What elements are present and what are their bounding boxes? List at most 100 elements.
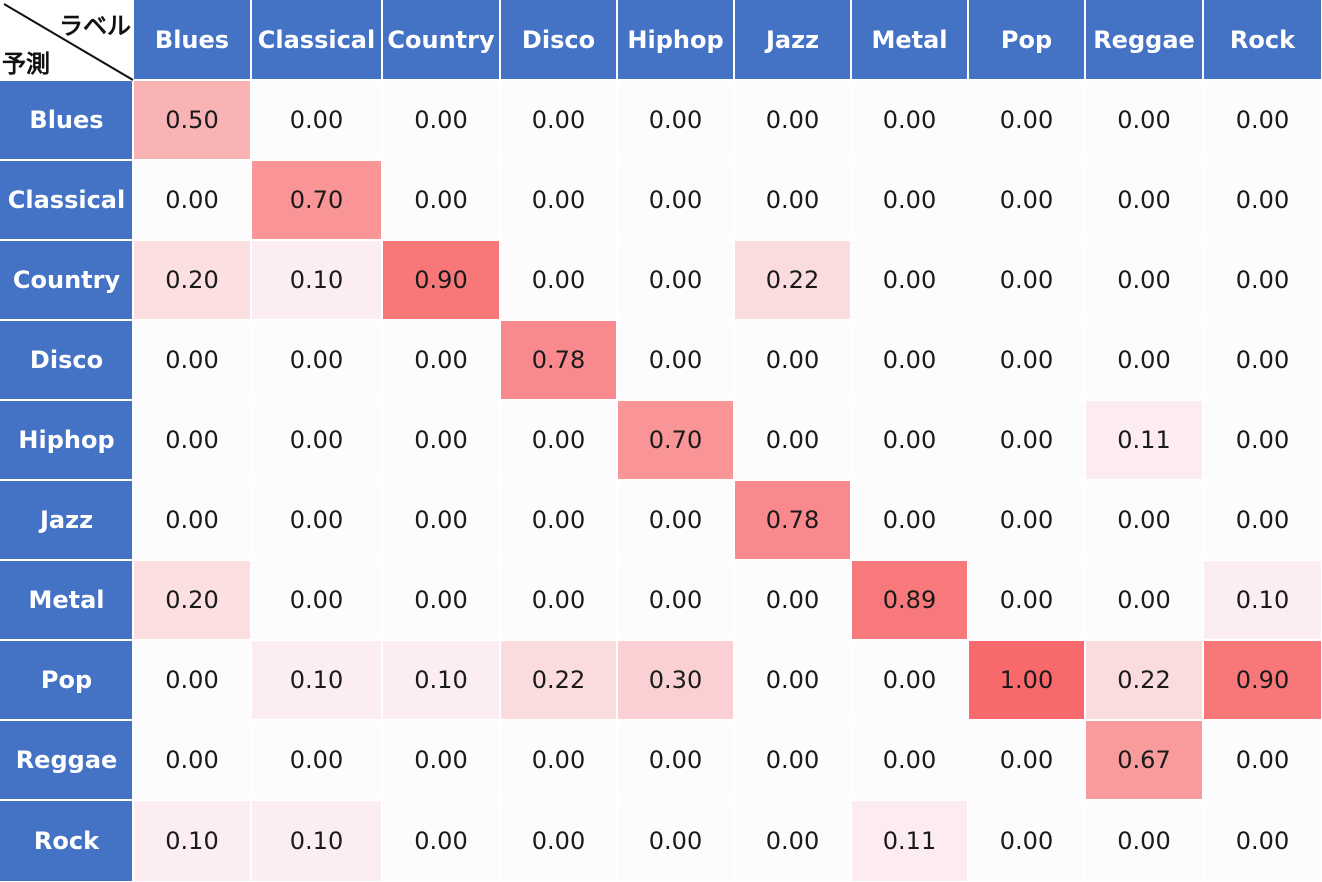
matrix-cell-classical-country: 0.00	[383, 161, 499, 239]
cell-color	[1204, 81, 1321, 159]
matrix-cell-disco-country: 0.00	[383, 321, 499, 399]
column-header-background	[618, 0, 733, 79]
cell-value-label: 0.00	[649, 346, 702, 374]
cell-value-label: 0.00	[649, 506, 702, 534]
row-headers: Blues Classical Country Disco Hiphop Jazz Meta…	[0, 81, 132, 881]
cell-color	[383, 721, 499, 799]
cell-value-label: 0.00	[883, 426, 936, 454]
row-axis-label: 予測	[2, 50, 50, 78]
cell-value-label: 0.00	[532, 827, 585, 855]
matrix-cell-jazz-rock: 0.00	[1204, 481, 1321, 559]
matrix-cell-blues-rock: 0.00	[1204, 81, 1321, 159]
cell-color	[134, 561, 250, 639]
cell-value-label: 0.00	[290, 746, 343, 774]
matrix-cell-metal-disco: 0.00	[501, 561, 616, 639]
cell-color	[618, 321, 733, 399]
cell-value-label: 0.11	[883, 827, 936, 855]
row-header-jazz: Jazz	[0, 481, 132, 559]
cell-color	[1204, 321, 1321, 399]
cell-value-label: 0.00	[290, 506, 343, 534]
matrix-cell-hiphop-country: 0.00	[383, 401, 499, 479]
cell-color	[852, 161, 967, 239]
cell-value-label: 0.10	[290, 827, 343, 855]
column-header-background	[969, 0, 1084, 79]
matrix-cell-classical-metal: 0.00	[852, 161, 967, 239]
cell-color	[134, 481, 250, 559]
matrix-cell-pop-pop: 1.00	[969, 641, 1084, 719]
matrix-cell-reggae-disco: 0.00	[501, 721, 616, 799]
cell-color	[852, 81, 967, 159]
cell-color	[969, 161, 1084, 239]
cell-value-label: 0.00	[532, 586, 585, 614]
cell-color	[852, 801, 967, 881]
matrix-cell-reggae-blues: 0.00	[134, 721, 250, 799]
row-header-disco: Disco	[0, 321, 132, 399]
cell-color	[735, 81, 850, 159]
matrix-cell-country-reggae: 0.00	[1086, 241, 1202, 319]
corner-cell: ラベル 予測	[0, 0, 134, 81]
cell-color	[134, 641, 250, 719]
matrix-cell-classical-blues: 0.00	[134, 161, 250, 239]
cell-color	[1204, 641, 1321, 719]
cell-value-label: 0.00	[414, 346, 467, 374]
row-header-background	[0, 641, 132, 719]
matrix-cell-disco-pop: 0.00	[969, 321, 1084, 399]
cell-color	[852, 321, 967, 399]
cell-color	[501, 561, 616, 639]
matrix-cell-classical-disco: 0.00	[501, 161, 616, 239]
matrix-cell-country-hiphop: 0.00	[618, 241, 733, 319]
cell-value-label: 0.00	[649, 827, 702, 855]
matrix-cell-reggae-classical: 0.00	[252, 721, 381, 799]
cell-value-label: 0.22	[1117, 666, 1170, 694]
matrix-cell-pop-rock: 0.90	[1204, 641, 1321, 719]
matrix-cell-rock-country: 0.00	[383, 801, 499, 881]
cell-color	[1086, 401, 1202, 479]
matrix-cell-hiphop-metal: 0.00	[852, 401, 967, 479]
cell-color	[735, 721, 850, 799]
matrix-cell-hiphop-reggae: 0.11	[1086, 401, 1202, 479]
cell-color	[383, 81, 499, 159]
matrix-cell-rock-metal: 0.11	[852, 801, 967, 881]
cell-color	[252, 321, 381, 399]
cell-color	[1204, 721, 1321, 799]
column-headers: Blues Classical Country Disco Hiphop Jazz Meta…	[134, 0, 1321, 79]
matrix-cell-classical-hiphop: 0.00	[618, 161, 733, 239]
cell-value-label: 0.00	[1000, 586, 1053, 614]
cell-value-label: 0.00	[1236, 186, 1289, 214]
row-header-label: Disco	[30, 346, 103, 374]
cell-color	[134, 801, 250, 881]
matrix-cell-jazz-reggae: 0.00	[1086, 481, 1202, 559]
matrix-cell-disco-reggae: 0.00	[1086, 321, 1202, 399]
column-header-rock: Rock	[1204, 0, 1321, 79]
cell-value-label: 0.00	[165, 666, 218, 694]
cell-value-label: 0.00	[766, 746, 819, 774]
cell-color	[735, 641, 850, 719]
cell-value-label: 0.00	[1117, 266, 1170, 294]
column-header-label: Jazz	[764, 26, 819, 54]
column-header-classical: Classical	[252, 0, 381, 79]
cell-value-label: 0.78	[766, 506, 819, 534]
column-axis-label: ラベル	[59, 12, 131, 40]
matrix-cell-reggae-pop: 0.00	[969, 721, 1084, 799]
cell-value-label: 0.22	[532, 666, 585, 694]
cell-value-label: 0.00	[532, 746, 585, 774]
cell-value-label: 0.00	[766, 106, 819, 134]
cell-value-label: 0.00	[414, 506, 467, 534]
cell-color	[252, 801, 381, 881]
cell-value-label: 1.00	[1000, 666, 1053, 694]
matrix-cell-rock-rock: 0.00	[1204, 801, 1321, 881]
row-header-label: Jazz	[38, 506, 93, 534]
cell-color	[735, 161, 850, 239]
matrix-cell-country-pop: 0.00	[969, 241, 1084, 319]
row-header-label: Pop	[41, 666, 92, 694]
cell-color	[735, 481, 850, 559]
matrix-cell-hiphop-blues: 0.00	[134, 401, 250, 479]
column-header-label: Disco	[522, 26, 595, 54]
cell-value-label: 0.00	[766, 666, 819, 694]
cell-value-label: 0.00	[1236, 506, 1289, 534]
row-header-background	[0, 721, 132, 799]
matrix-cell-classical-jazz: 0.00	[735, 161, 850, 239]
matrix-cell-country-metal: 0.00	[852, 241, 967, 319]
matrix-cell-blues-hiphop: 0.00	[618, 81, 733, 159]
column-header-background	[852, 0, 967, 79]
